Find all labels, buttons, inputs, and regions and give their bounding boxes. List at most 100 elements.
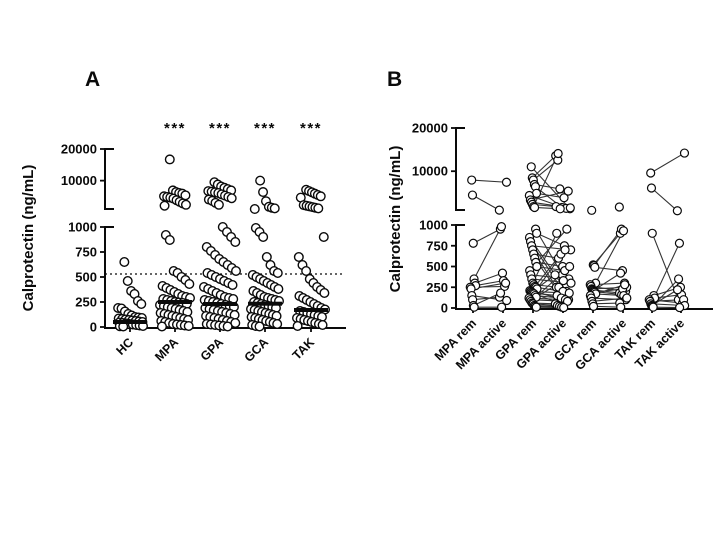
- data-point: [679, 148, 690, 158]
- data-point: [618, 226, 629, 236]
- data-point: [164, 154, 175, 165]
- data-point: [616, 302, 626, 312]
- data-point: [672, 206, 682, 216]
- data-point: [258, 187, 269, 198]
- data-point: [565, 261, 575, 272]
- data-point: [529, 202, 540, 213]
- y-axis-title: Calprotectin (ng/mL): [20, 165, 37, 312]
- y-tick-label: 500: [75, 270, 97, 285]
- data-point: [227, 280, 238, 291]
- data-point: [673, 274, 684, 284]
- data-point: [222, 321, 233, 332]
- y-tick-label: 0: [441, 301, 448, 316]
- data-point: [164, 234, 175, 245]
- data-point: [646, 168, 656, 178]
- pair-points-tak: [644, 148, 690, 313]
- y-tick-label: 750: [426, 238, 448, 253]
- significance-stars: ***: [209, 120, 231, 137]
- x-category-label: MPA: [152, 335, 181, 364]
- data-point: [319, 288, 330, 299]
- median-bar: [248, 301, 282, 306]
- data-point: [532, 228, 542, 238]
- pair-points-mpa: [465, 175, 512, 312]
- pair-line: [650, 152, 685, 174]
- data-point: [273, 284, 284, 295]
- y-axis-title: Calprotectin (ng/mL): [387, 146, 404, 293]
- data-point: [675, 302, 685, 313]
- x-category-label: HC: [113, 335, 136, 358]
- data-point: [614, 202, 624, 212]
- data-point: [558, 276, 568, 286]
- data-point: [254, 321, 265, 332]
- data-point: [648, 302, 658, 312]
- pair-line: [536, 232, 565, 247]
- data-point: [559, 193, 569, 203]
- pair-line: [474, 272, 503, 284]
- y-tick-label: 750: [75, 245, 97, 260]
- median-bar: [158, 300, 192, 304]
- data-point: [501, 278, 511, 288]
- data-point: [159, 200, 170, 211]
- pair-line: [471, 179, 507, 183]
- data-point: [559, 302, 569, 313]
- data-point: [183, 321, 194, 332]
- pair-line: [472, 194, 500, 211]
- data-point: [272, 268, 283, 279]
- data-point: [672, 285, 683, 295]
- data-point: [180, 199, 191, 210]
- panel-b-label: B: [387, 68, 403, 91]
- median-bar: [203, 302, 237, 306]
- scatter-group-mpa: [154, 154, 195, 332]
- x-category-label: TAK: [290, 335, 317, 362]
- data-point: [674, 238, 685, 248]
- data-point: [261, 251, 272, 262]
- data-point: [213, 199, 224, 210]
- data-point: [532, 261, 542, 272]
- data-point: [315, 191, 326, 202]
- data-point: [550, 270, 560, 280]
- pair-line: [535, 228, 563, 276]
- data-point: [226, 193, 237, 204]
- data-point: [317, 320, 328, 331]
- pair-line: [593, 272, 621, 292]
- data-point: [136, 299, 147, 310]
- x-category-label: GCA: [242, 335, 272, 365]
- median-bar: [294, 308, 328, 312]
- data-point: [497, 302, 507, 312]
- data-point: [467, 175, 477, 185]
- scatter-group-gca: [245, 175, 285, 332]
- data-point: [555, 204, 565, 214]
- significance-stars: ***: [254, 120, 276, 137]
- data-point: [622, 293, 632, 303]
- data-point: [292, 321, 303, 332]
- scatter-group-hc: [113, 257, 148, 332]
- data-point: [467, 190, 478, 200]
- data-point: [313, 203, 324, 214]
- x-category-label: GPA: [198, 335, 226, 363]
- data-point: [269, 203, 280, 214]
- data-point: [555, 184, 565, 194]
- panel-a-label: A: [85, 68, 101, 91]
- data-point: [497, 268, 508, 278]
- data-point: [230, 266, 241, 277]
- data-point: [184, 279, 195, 290]
- panel-b-plot: [465, 148, 690, 313]
- data-point: [615, 268, 626, 278]
- data-point: [552, 228, 562, 238]
- y-tick-label: 1000: [419, 218, 448, 233]
- y-tick-label: 10000: [412, 164, 448, 179]
- data-point: [560, 245, 570, 255]
- pair-points-gpa: [524, 148, 576, 313]
- data-point: [647, 228, 657, 238]
- pair-line: [473, 228, 501, 244]
- data-point: [301, 266, 312, 277]
- data-point: [646, 183, 657, 193]
- scatter-group-gpa: [198, 177, 241, 332]
- data-point: [587, 205, 597, 215]
- data-point: [564, 288, 574, 298]
- y-tick-label: 20000: [61, 142, 97, 157]
- data-point: [494, 205, 504, 215]
- data-point: [318, 231, 329, 242]
- data-point: [119, 257, 130, 268]
